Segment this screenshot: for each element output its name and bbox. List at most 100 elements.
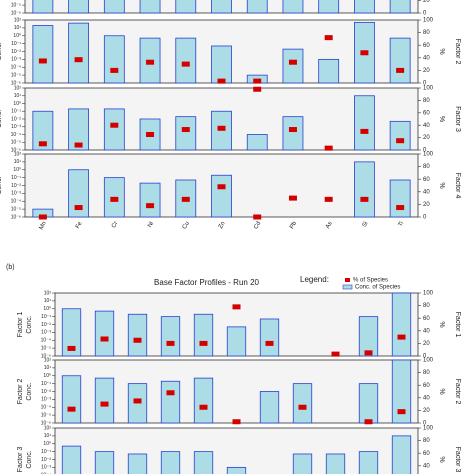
percent-marker	[110, 122, 119, 128]
y-tick-label: 10⁻⁶	[41, 353, 51, 359]
panel: 10⁻⁶10⁻⁵10⁻⁴10⁻³10⁻²10⁻¹10⁰10¹10²0204060…	[17, 357, 461, 426]
y2-label: %	[438, 48, 445, 54]
y-tick-label: 10⁻⁵	[41, 412, 51, 418]
bar	[193, 313, 214, 357]
panel-label: (b)	[6, 264, 15, 271]
bar	[318, 58, 340, 84]
y2-label: %	[438, 388, 445, 394]
percent-marker	[38, 58, 47, 64]
bar	[127, 313, 148, 357]
y-tick-label: 10⁻¹	[11, 109, 21, 115]
y2-tick-label: 80	[423, 370, 430, 376]
percent-marker	[396, 205, 405, 211]
y-tick-label: 10⁻⁵	[11, 2, 21, 8]
y-tick-label: 10⁻²	[11, 183, 21, 189]
percent-marker	[288, 195, 297, 201]
y-tick-label: 10⁻⁶	[11, 80, 21, 86]
y-tick-label: 10⁻³	[41, 330, 51, 336]
y-label: Factor 3	[17, 447, 24, 473]
y-tick-label: 10⁻²	[41, 457, 51, 463]
y-tick-label: 10⁻⁴	[11, 0, 21, 1]
y-tick-label: 10⁻⁶	[11, 147, 21, 153]
y2-tick-label: 60	[423, 316, 430, 322]
x-tick-label: Ni	[147, 221, 155, 229]
y-label: Conc.	[26, 382, 33, 400]
percent-marker	[288, 59, 297, 65]
y2-tick-label: 0	[423, 148, 427, 154]
percent-marker	[288, 127, 297, 133]
y-tick-label: 10²	[44, 357, 52, 363]
percent-marker	[38, 141, 47, 147]
x-tick-label: Fe	[75, 220, 84, 230]
y-label: Conc.	[26, 450, 33, 468]
percent-marker	[67, 406, 76, 412]
bar	[68, 169, 89, 218]
y-tick-label: 10⁻¹	[41, 449, 51, 455]
percent-marker	[217, 184, 226, 190]
y-tick-label: 10²	[44, 290, 52, 296]
bar	[318, 0, 340, 14]
y-tick-label: 10²	[14, 85, 22, 91]
y-tick-label: 10⁻⁵	[41, 345, 51, 351]
percent-marker	[74, 57, 83, 63]
y-tick-label: 10⁻¹	[41, 314, 51, 320]
bar	[175, 116, 197, 151]
legend-swatch	[342, 284, 353, 290]
percent-marker	[110, 196, 119, 202]
y-tick-label: 10⁻²	[41, 389, 51, 395]
x-tick-label: Cr	[111, 221, 119, 229]
panel: 10⁻⁶10⁻⁵10⁻⁴10⁻³10⁻²10⁻¹10⁰10¹10²0204060…	[6, 264, 461, 360]
y2-tick-label: 40	[423, 328, 430, 334]
x-tick-label: Pb	[289, 220, 298, 230]
y2-tick-label: 20	[423, 135, 430, 141]
bar	[175, 37, 197, 84]
bar	[94, 310, 115, 357]
percent-marker	[181, 61, 190, 67]
panel: 10⁻⁶10⁻⁵10⁻⁴10⁻³10⁻²10⁻¹10⁰10¹10²0204060…	[0, 17, 461, 86]
y-tick-label: 10⁻⁶	[11, 10, 21, 16]
y2-tick-label: 60	[423, 383, 430, 389]
y-tick-label: 10⁻²	[11, 49, 21, 55]
bar	[259, 318, 280, 357]
y2-tick-label: 100	[423, 358, 434, 364]
percent-marker	[166, 340, 175, 346]
percent-marker	[74, 142, 83, 148]
percent-marker	[232, 304, 241, 310]
y2-tick-label: 80	[423, 303, 430, 309]
y2-tick-label: 20	[423, 0, 430, 4]
bar	[282, 48, 304, 84]
percent-marker	[100, 336, 109, 342]
percent-marker	[74, 205, 83, 211]
panel: 10⁻⁶10⁻⁵10⁻⁴10⁻³10⁻²10⁻¹10⁰10¹10²0204060…	[17, 425, 461, 474]
bar	[193, 377, 214, 424]
percent-marker	[364, 350, 373, 356]
y2-tick-label: 20	[423, 408, 430, 414]
percent-marker	[298, 404, 307, 410]
bar	[389, 120, 411, 151]
y2-label: %	[438, 116, 445, 122]
y-tick-label: 10⁻³	[11, 57, 21, 63]
bar	[391, 359, 412, 424]
percent-marker	[199, 404, 208, 410]
plot-area	[54, 359, 419, 424]
y-tick-label: 10⁻⁵	[11, 140, 21, 146]
y2-tick-label: 80	[423, 438, 430, 444]
y-tick-label: 10⁻⁶	[41, 420, 51, 426]
percent-marker	[232, 419, 241, 425]
percent-marker	[265, 340, 274, 346]
y-tick-label: 10⁰	[43, 373, 51, 379]
bar	[139, 182, 161, 218]
bar	[94, 377, 115, 424]
y-tick-label: 10⁻⁴	[11, 65, 21, 71]
percent-marker	[331, 351, 340, 357]
legend-marker	[345, 278, 350, 282]
bar	[391, 292, 412, 357]
y-tick-label: 10⁻⁴	[11, 132, 21, 138]
bar	[226, 466, 247, 474]
bar	[32, 0, 54, 14]
percent-marker	[360, 50, 369, 56]
y2-tick-label: 20	[423, 341, 430, 347]
y2-tick-label: 100	[423, 86, 434, 92]
y-tick-label: 10¹	[14, 25, 22, 31]
